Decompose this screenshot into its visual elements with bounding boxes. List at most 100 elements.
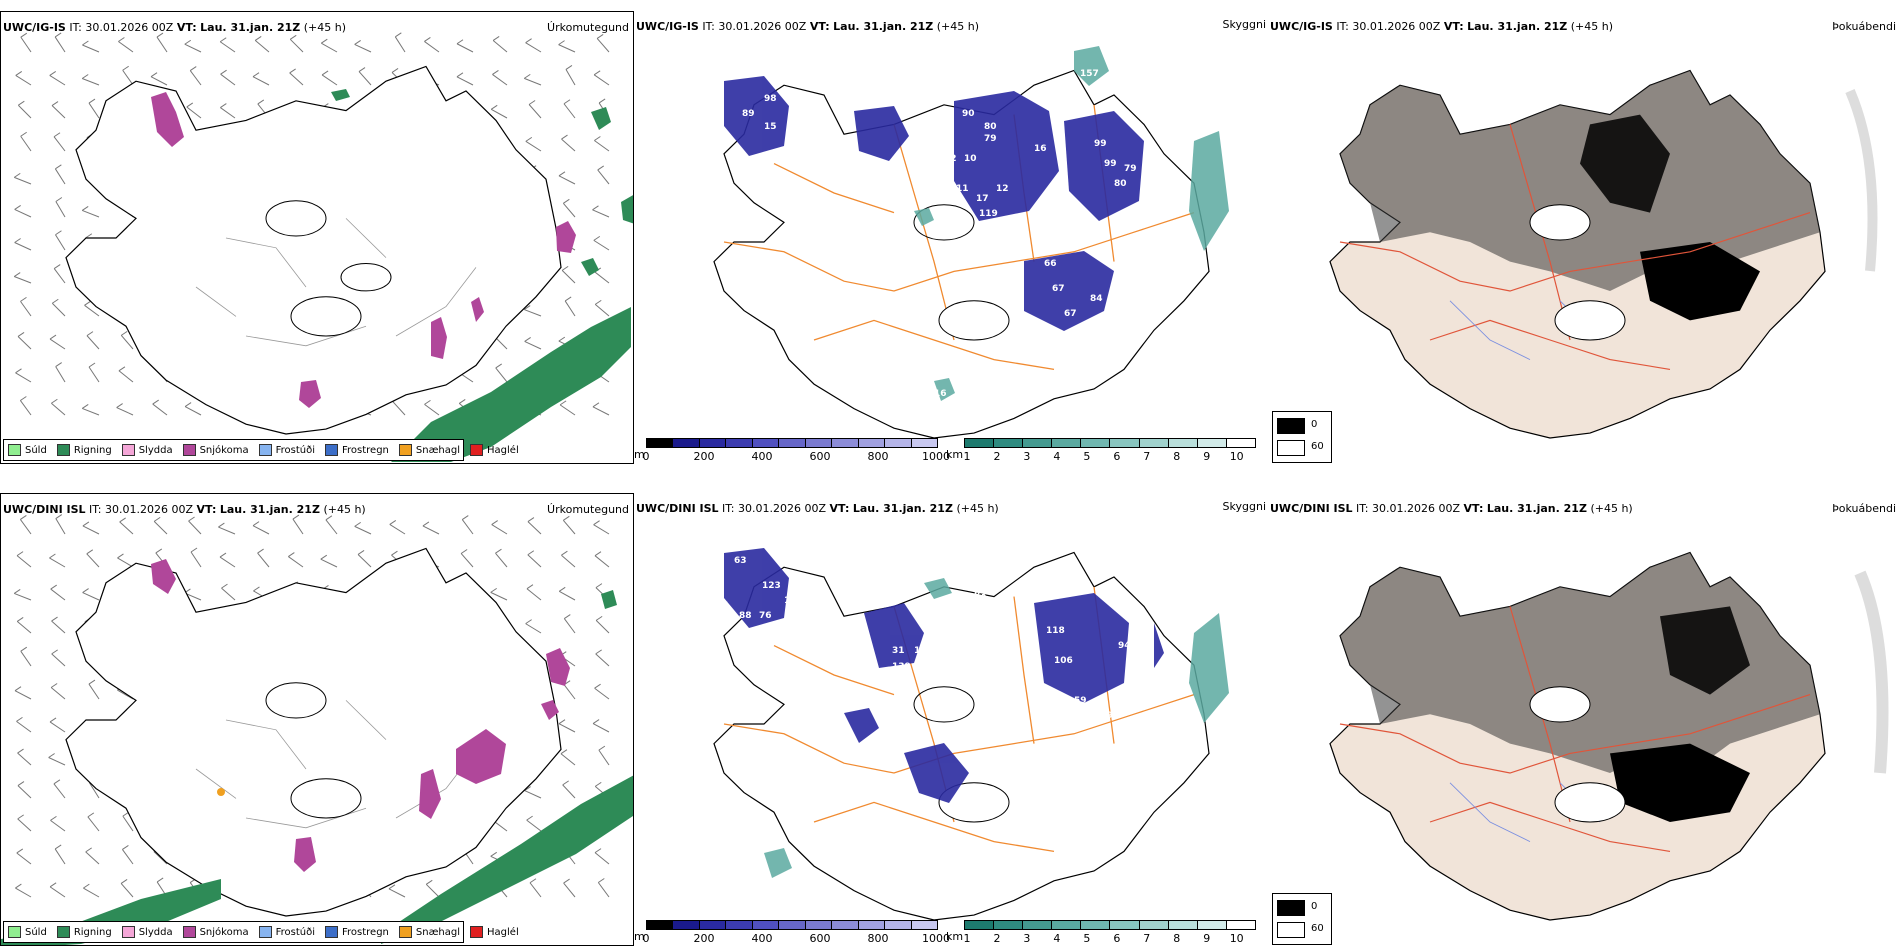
wind-barb	[20, 135, 32, 152]
wind-barb	[254, 40, 270, 53]
precip-panel-top: UWC/IG-IS IT: 30.01.2026 00Z VT: Lau. 31…	[0, 11, 634, 464]
wind-barb-tick	[424, 37, 431, 42]
wind-barb-tick	[184, 402, 192, 407]
colorbar-segment	[1197, 921, 1227, 929]
wind-barb	[594, 687, 610, 700]
wind-barb-tick	[595, 649, 602, 655]
wind-barb	[525, 140, 542, 152]
height-label: 32	[1064, 751, 1077, 761]
wind-barb-tick	[292, 514, 300, 520]
wind-barb-tick	[188, 516, 195, 522]
wind-barb-tick	[252, 521, 260, 527]
height-label: 59	[1074, 696, 1087, 706]
wind-barb	[525, 42, 542, 53]
wind-barb-tick	[17, 332, 25, 337]
wind-barb	[524, 309, 542, 317]
wind-barb	[55, 366, 66, 383]
wind-barb	[82, 210, 100, 218]
wind-barb-tick	[598, 745, 606, 751]
wind-barb-tick	[594, 551, 602, 557]
colorbar-segment	[1226, 439, 1255, 447]
wind-barb-tick	[116, 403, 123, 408]
wind-barb-tick	[527, 517, 535, 523]
colorbar-tick-label: 2	[993, 932, 1001, 945]
height-label: 99	[1094, 139, 1107, 149]
colorbar-unit: m	[634, 930, 645, 943]
height-label: 139	[892, 662, 911, 672]
wind-barb-tick	[53, 779, 61, 785]
wind-barb	[456, 43, 474, 53]
wind-barb	[526, 588, 542, 601]
height-label: 88	[739, 611, 752, 621]
wind-barb	[186, 106, 202, 119]
wind-barb-tick	[525, 136, 533, 142]
wind-barb	[562, 519, 576, 535]
colorbar-tick-label: 400	[751, 450, 773, 463]
wind-barb-tick	[184, 39, 192, 45]
wind-barb-tick	[54, 844, 62, 850]
wind-barb-tick	[254, 36, 262, 41]
colorbar-segment	[805, 439, 833, 447]
wind-barb	[122, 815, 134, 832]
wind-barb-tick	[321, 70, 329, 76]
wind-barb-tick	[257, 548, 264, 554]
wind-barb	[14, 592, 32, 601]
wind-barb	[460, 553, 474, 568]
height-label: 31	[892, 646, 905, 656]
wind-barb-tick	[20, 131, 27, 137]
wind-barb	[565, 69, 576, 86]
colorbar-segment	[1139, 921, 1169, 929]
wind-barb	[20, 650, 32, 667]
height-label: 17	[976, 194, 989, 204]
wind-barb-tick	[49, 882, 57, 888]
wind-barb	[594, 271, 610, 284]
colorbar-segment	[965, 921, 995, 929]
wind-barb-tick	[14, 205, 21, 210]
height-label: 16	[1054, 184, 1067, 194]
colorbar-tick-label: 1000	[922, 450, 950, 463]
wind-barb	[122, 69, 134, 86]
height-label: 69	[1068, 334, 1081, 344]
height-label: 84	[1090, 294, 1103, 304]
wind-barb	[15, 887, 32, 898]
wind-barb	[150, 76, 168, 86]
wind-barb	[492, 74, 508, 86]
wind-barb-tick	[85, 233, 93, 239]
height-label: 67	[1064, 309, 1077, 319]
wind-barb	[14, 176, 32, 185]
height-label: 80	[984, 122, 997, 132]
wind-barb-tick	[53, 264, 61, 269]
wind-barb-tick	[321, 38, 328, 44]
legend-item-frostudi: Frostúði	[258, 444, 315, 456]
wind-barb-tick	[49, 553, 56, 559]
fog-legend-swatch-1	[1277, 922, 1305, 938]
wind-barb	[49, 886, 66, 898]
wind-barb	[389, 523, 406, 535]
wind-barb-tick	[525, 38, 532, 44]
wind-barb	[221, 587, 236, 601]
wind-barb	[495, 552, 508, 568]
wind-barb-tick	[120, 879, 128, 884]
wind-barb	[20, 301, 32, 317]
wind-barb-tick	[55, 362, 62, 368]
wind-barb-tick	[424, 399, 431, 405]
legend-item-snjokoma: Snjókoma	[182, 444, 249, 456]
wind-barb	[184, 406, 202, 416]
wind-barb	[53, 783, 66, 799]
wind-barb-tick	[597, 165, 605, 171]
wind-barb	[153, 520, 168, 535]
colorbar-segment	[779, 921, 806, 929]
colorbar-tick-label: 9	[1203, 450, 1211, 463]
wind-barb-tick	[593, 70, 601, 76]
legend-item-snaehagl: Snæhagl	[398, 444, 460, 456]
wind-barb	[156, 36, 168, 53]
colorbar-segment	[832, 921, 859, 929]
fog-map	[1329, 69, 1878, 439]
wind-barb	[456, 76, 474, 86]
wind-barb	[593, 524, 610, 535]
height-label: 78	[1034, 781, 1047, 791]
colorbar-segment	[911, 439, 937, 447]
wind-barb-tick	[49, 717, 57, 723]
wind-barb-tick	[593, 235, 601, 241]
wind-barb-tick	[526, 584, 534, 590]
